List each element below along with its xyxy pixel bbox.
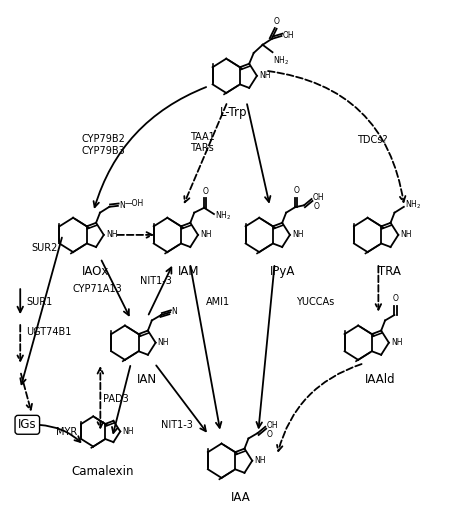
Text: TRA: TRA xyxy=(378,265,401,278)
Text: NH: NH xyxy=(255,456,266,465)
Text: IAAld: IAAld xyxy=(365,373,396,386)
Text: PAD3: PAD3 xyxy=(103,394,128,404)
Text: NIT1-3: NIT1-3 xyxy=(161,420,192,430)
Text: O: O xyxy=(273,17,280,26)
Text: TDCs?: TDCs? xyxy=(357,135,388,145)
Text: NH: NH xyxy=(158,338,169,347)
Text: NH$_2$: NH$_2$ xyxy=(215,209,231,222)
Text: O: O xyxy=(392,294,399,303)
Text: O: O xyxy=(313,202,319,212)
Text: NH: NH xyxy=(259,71,271,80)
Text: N: N xyxy=(119,201,125,210)
Text: —OH: —OH xyxy=(124,199,144,207)
Text: L-Trp: L-Trp xyxy=(219,106,247,119)
Text: IPyA: IPyA xyxy=(270,265,295,278)
Text: N: N xyxy=(172,308,177,316)
Text: NH: NH xyxy=(391,338,402,347)
Text: O: O xyxy=(293,186,299,195)
Text: CYP71A13: CYP71A13 xyxy=(72,284,122,294)
Text: IAA: IAA xyxy=(231,491,251,504)
Text: TAA1
TARs: TAA1 TARs xyxy=(190,132,215,153)
Text: Camalexin: Camalexin xyxy=(72,464,134,478)
Text: IAN: IAN xyxy=(137,373,157,386)
Text: SUR1: SUR1 xyxy=(27,297,53,307)
Text: NH: NH xyxy=(401,231,412,239)
Text: IAOx: IAOx xyxy=(82,265,109,278)
Text: OH: OH xyxy=(283,30,294,40)
Text: NH: NH xyxy=(106,231,118,239)
Text: MYR: MYR xyxy=(55,427,77,438)
Text: YUCCAs: YUCCAs xyxy=(296,297,334,307)
Text: NH: NH xyxy=(122,427,134,436)
Text: O: O xyxy=(267,429,273,439)
Text: OH: OH xyxy=(267,421,278,430)
Text: CYP79B2
CYP79B3: CYP79B2 CYP79B3 xyxy=(82,134,125,156)
Text: IAM: IAM xyxy=(178,265,200,278)
Text: UGT74B1: UGT74B1 xyxy=(27,328,72,337)
Text: NH: NH xyxy=(200,231,212,239)
Text: NH$_2$: NH$_2$ xyxy=(273,54,290,67)
Text: OH: OH xyxy=(313,193,325,202)
Text: AMI1: AMI1 xyxy=(206,297,230,307)
Text: NH$_2$: NH$_2$ xyxy=(405,199,421,211)
Text: NH: NH xyxy=(292,231,303,239)
Text: O: O xyxy=(202,187,208,196)
Text: NIT1-3: NIT1-3 xyxy=(140,276,172,286)
Text: SUR2: SUR2 xyxy=(31,243,57,253)
Text: IGs: IGs xyxy=(18,418,36,431)
